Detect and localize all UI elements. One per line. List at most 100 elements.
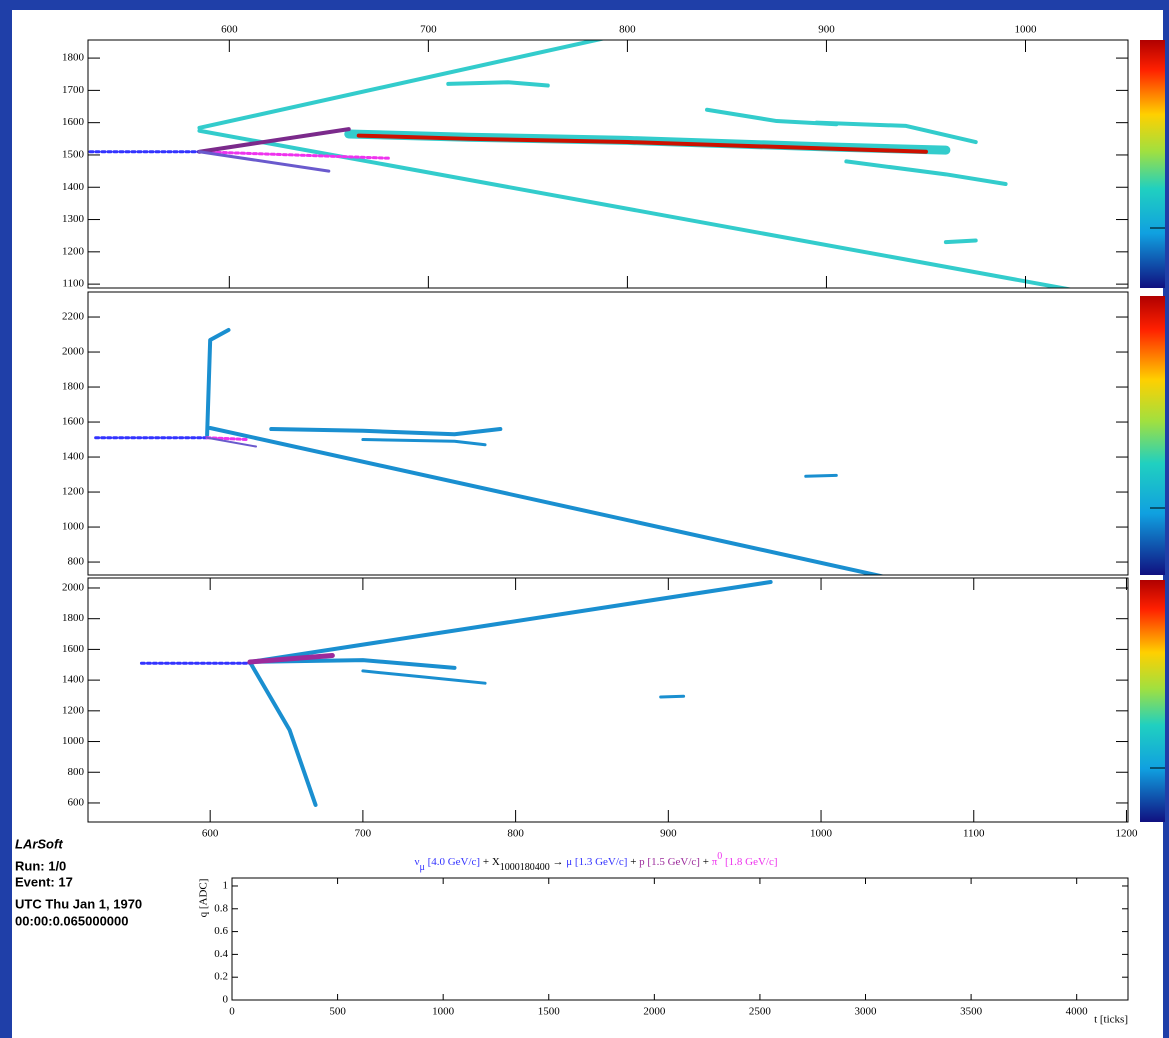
track xyxy=(804,473,838,478)
x-tick-label: 700 xyxy=(420,24,437,36)
track xyxy=(197,150,331,173)
y-tick-label: 1000 xyxy=(62,521,85,533)
y-tick-label: 600 xyxy=(68,796,85,808)
track xyxy=(269,427,503,437)
plot-area xyxy=(88,40,1074,288)
color-scale xyxy=(1140,580,1165,822)
y-tick-label: 1400 xyxy=(62,451,85,463)
frame xyxy=(87,39,1129,289)
x-axis-label: t [ticks] xyxy=(1094,1014,1128,1026)
y-tick-label: 1300 xyxy=(62,213,85,225)
y-tick-label: 1800 xyxy=(62,381,85,393)
y-tick-label: 0 xyxy=(223,994,229,1006)
title-part: → xyxy=(550,856,567,868)
x-tick-label: 2500 xyxy=(749,1006,772,1018)
track xyxy=(361,669,487,685)
y-tick-label: 1600 xyxy=(62,416,85,428)
x-tick-label: 4000 xyxy=(1066,1006,1089,1018)
track xyxy=(844,159,1008,187)
y-tick-label: 1200 xyxy=(62,486,85,498)
x-tick-label: 600 xyxy=(221,24,238,36)
x-tick-label: 3000 xyxy=(855,1006,878,1018)
title-part: [4.0 GeV/c] xyxy=(425,856,480,868)
track xyxy=(659,694,686,699)
track xyxy=(197,40,606,130)
y-tick-label: 2200 xyxy=(62,311,85,323)
title-part: 1000180400 xyxy=(500,862,550,873)
track xyxy=(208,425,886,575)
title-part: μ xyxy=(419,862,424,873)
x-tick-label: 1000 xyxy=(1014,24,1037,36)
y-tick-label: 1800 xyxy=(62,52,85,64)
y-tick-label: 0.8 xyxy=(214,902,228,914)
x-tick-label: 800 xyxy=(507,828,524,840)
title-part: p [1.5 GeV/c] xyxy=(639,856,700,868)
title-part: ν xyxy=(414,856,419,868)
track xyxy=(247,579,773,664)
event: Event: 17 xyxy=(15,874,73,889)
track xyxy=(446,80,550,88)
x-tick-label: 1200 xyxy=(1115,828,1138,840)
y-tick-label: 1200 xyxy=(62,704,85,716)
x-tick-label: 500 xyxy=(329,1006,346,1018)
title-part: π xyxy=(712,856,718,868)
x-tick-label: 600 xyxy=(202,828,219,840)
track xyxy=(814,120,978,145)
frame xyxy=(87,291,1129,576)
track xyxy=(206,436,257,448)
y-tick-label: 1600 xyxy=(62,643,85,655)
track xyxy=(361,438,487,447)
x-tick-label: 1000 xyxy=(810,828,833,840)
color-scale xyxy=(1140,40,1165,288)
x-tick-label: 3500 xyxy=(960,1006,983,1018)
y-tick-label: 1700 xyxy=(62,84,85,96)
track xyxy=(247,653,335,665)
y-tick-label: 1200 xyxy=(62,245,85,257)
date: UTC Thu Jan 1, 1970 xyxy=(15,896,142,911)
x-tick-label: 900 xyxy=(818,24,835,36)
x-tick-label: 800 xyxy=(619,24,636,36)
y-tick-label: 1500 xyxy=(62,148,85,160)
plot-area xyxy=(139,579,773,807)
x-tick-label: 2000 xyxy=(643,1006,666,1018)
y-tick-label: 800 xyxy=(68,766,85,778)
title-part: + X xyxy=(480,856,500,868)
y-tick-label: 1600 xyxy=(62,116,85,128)
title-part: 0 xyxy=(717,851,722,862)
color-scales xyxy=(1140,40,1165,822)
canvas xyxy=(12,10,1163,1038)
title-part: + xyxy=(627,856,639,868)
frame xyxy=(231,877,1129,1001)
x-tick-label: 0 xyxy=(229,1006,235,1018)
track xyxy=(197,128,1074,288)
run: Run: 1/0 xyxy=(15,858,66,873)
interaction-title: νμ [4.0 GeV/c] + X1000180400 → μ [1.3 Ge… xyxy=(414,851,777,873)
y-tick-label: 2000 xyxy=(62,582,85,594)
track xyxy=(205,327,231,437)
y-tick-label: 1400 xyxy=(62,674,85,686)
x-tick-label: 1000 xyxy=(432,1006,455,1018)
track xyxy=(943,238,978,245)
track xyxy=(197,127,351,154)
y-tick-label: 0.2 xyxy=(214,971,228,983)
y-tick-label: 1800 xyxy=(62,612,85,624)
y-tick-label: 800 xyxy=(68,556,85,568)
title-part: μ [1.3 GeV/c] xyxy=(566,856,627,868)
title-part: [1.8 GeV/c] xyxy=(722,856,777,868)
track xyxy=(197,150,391,160)
x-tick-label: 900 xyxy=(660,828,677,840)
y-tick-label: 1100 xyxy=(62,278,84,290)
plot-area xyxy=(94,327,886,575)
y-tick-label: 0.4 xyxy=(214,948,228,960)
track xyxy=(247,659,318,807)
y-tick-label: 1000 xyxy=(62,735,85,747)
track xyxy=(356,133,928,154)
title-part: + xyxy=(700,856,712,868)
y-tick-label: 2000 xyxy=(62,346,85,358)
x-tick-label: 700 xyxy=(355,828,372,840)
x-tick-label: 1500 xyxy=(538,1006,561,1018)
time: 00:00:0.065000000 xyxy=(15,913,129,928)
frame xyxy=(87,577,1129,823)
